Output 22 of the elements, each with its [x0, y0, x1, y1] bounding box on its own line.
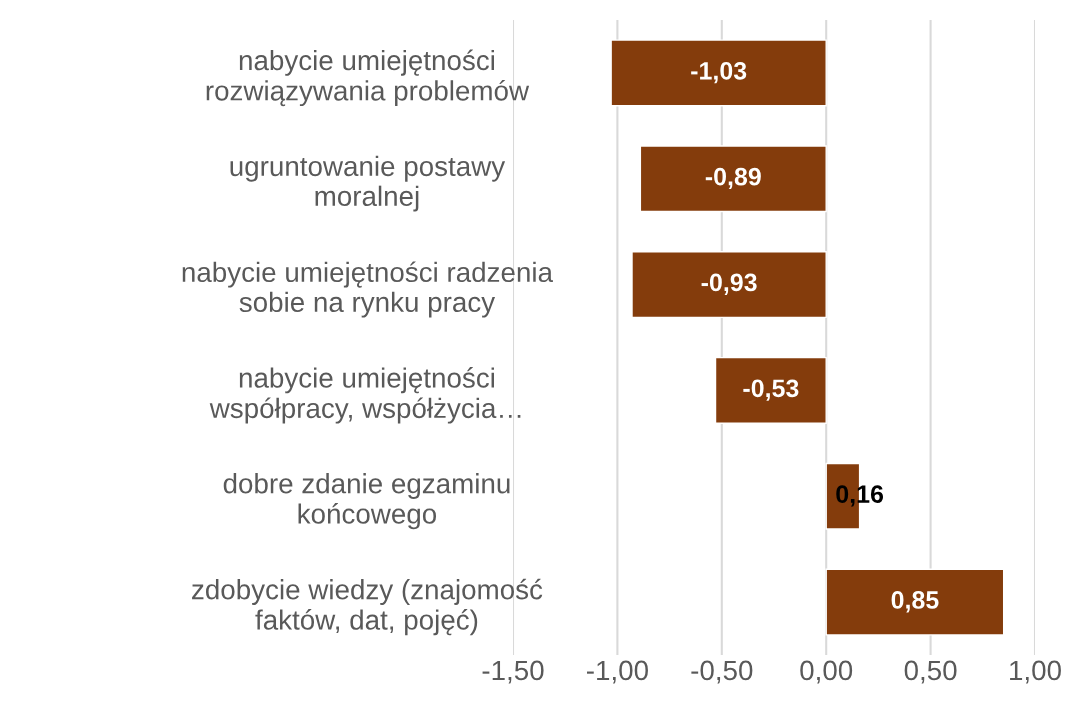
y-tick-label: nabycie umiejętności radzenia sobie na rynku pracy: [182, 261, 554, 318]
bar: [610, 39, 827, 107]
y-tick-label: zdobycie wiedzy (znajomość faktów, dat, pojęć): [192, 578, 543, 636]
data-label: -0,89: [705, 167, 761, 190]
y-tick-label: nabycie umiejętności rozwiązywania problemów: [206, 49, 530, 107]
bar: [714, 356, 827, 424]
x-tick-label: 1,00: [1010, 660, 1061, 684]
y-tick-label: dobre zdanie egzaminu końcowego: [223, 473, 510, 530]
bar: [631, 251, 827, 319]
bar: [825, 568, 1005, 636]
data-label: 0,85: [891, 591, 939, 613]
x-tick-label: -0,50: [691, 660, 753, 684]
x-tick-label: 0,50: [904, 660, 957, 684]
x-tick-label: 0,00: [800, 660, 853, 684]
x-tick-label: -1,00: [586, 660, 648, 684]
data-label: -1,03: [691, 61, 747, 84]
data-label: -0,53: [743, 379, 799, 401]
y-tick-label: nabycie umiejętności współpracy, współżycia…: [209, 367, 521, 424]
bar: [639, 145, 827, 213]
x-tick-label: -1,50: [482, 660, 544, 684]
data-label: -0,93: [701, 273, 757, 295]
y-tick-label: ugruntowanie postawy moralnej: [230, 155, 506, 212]
